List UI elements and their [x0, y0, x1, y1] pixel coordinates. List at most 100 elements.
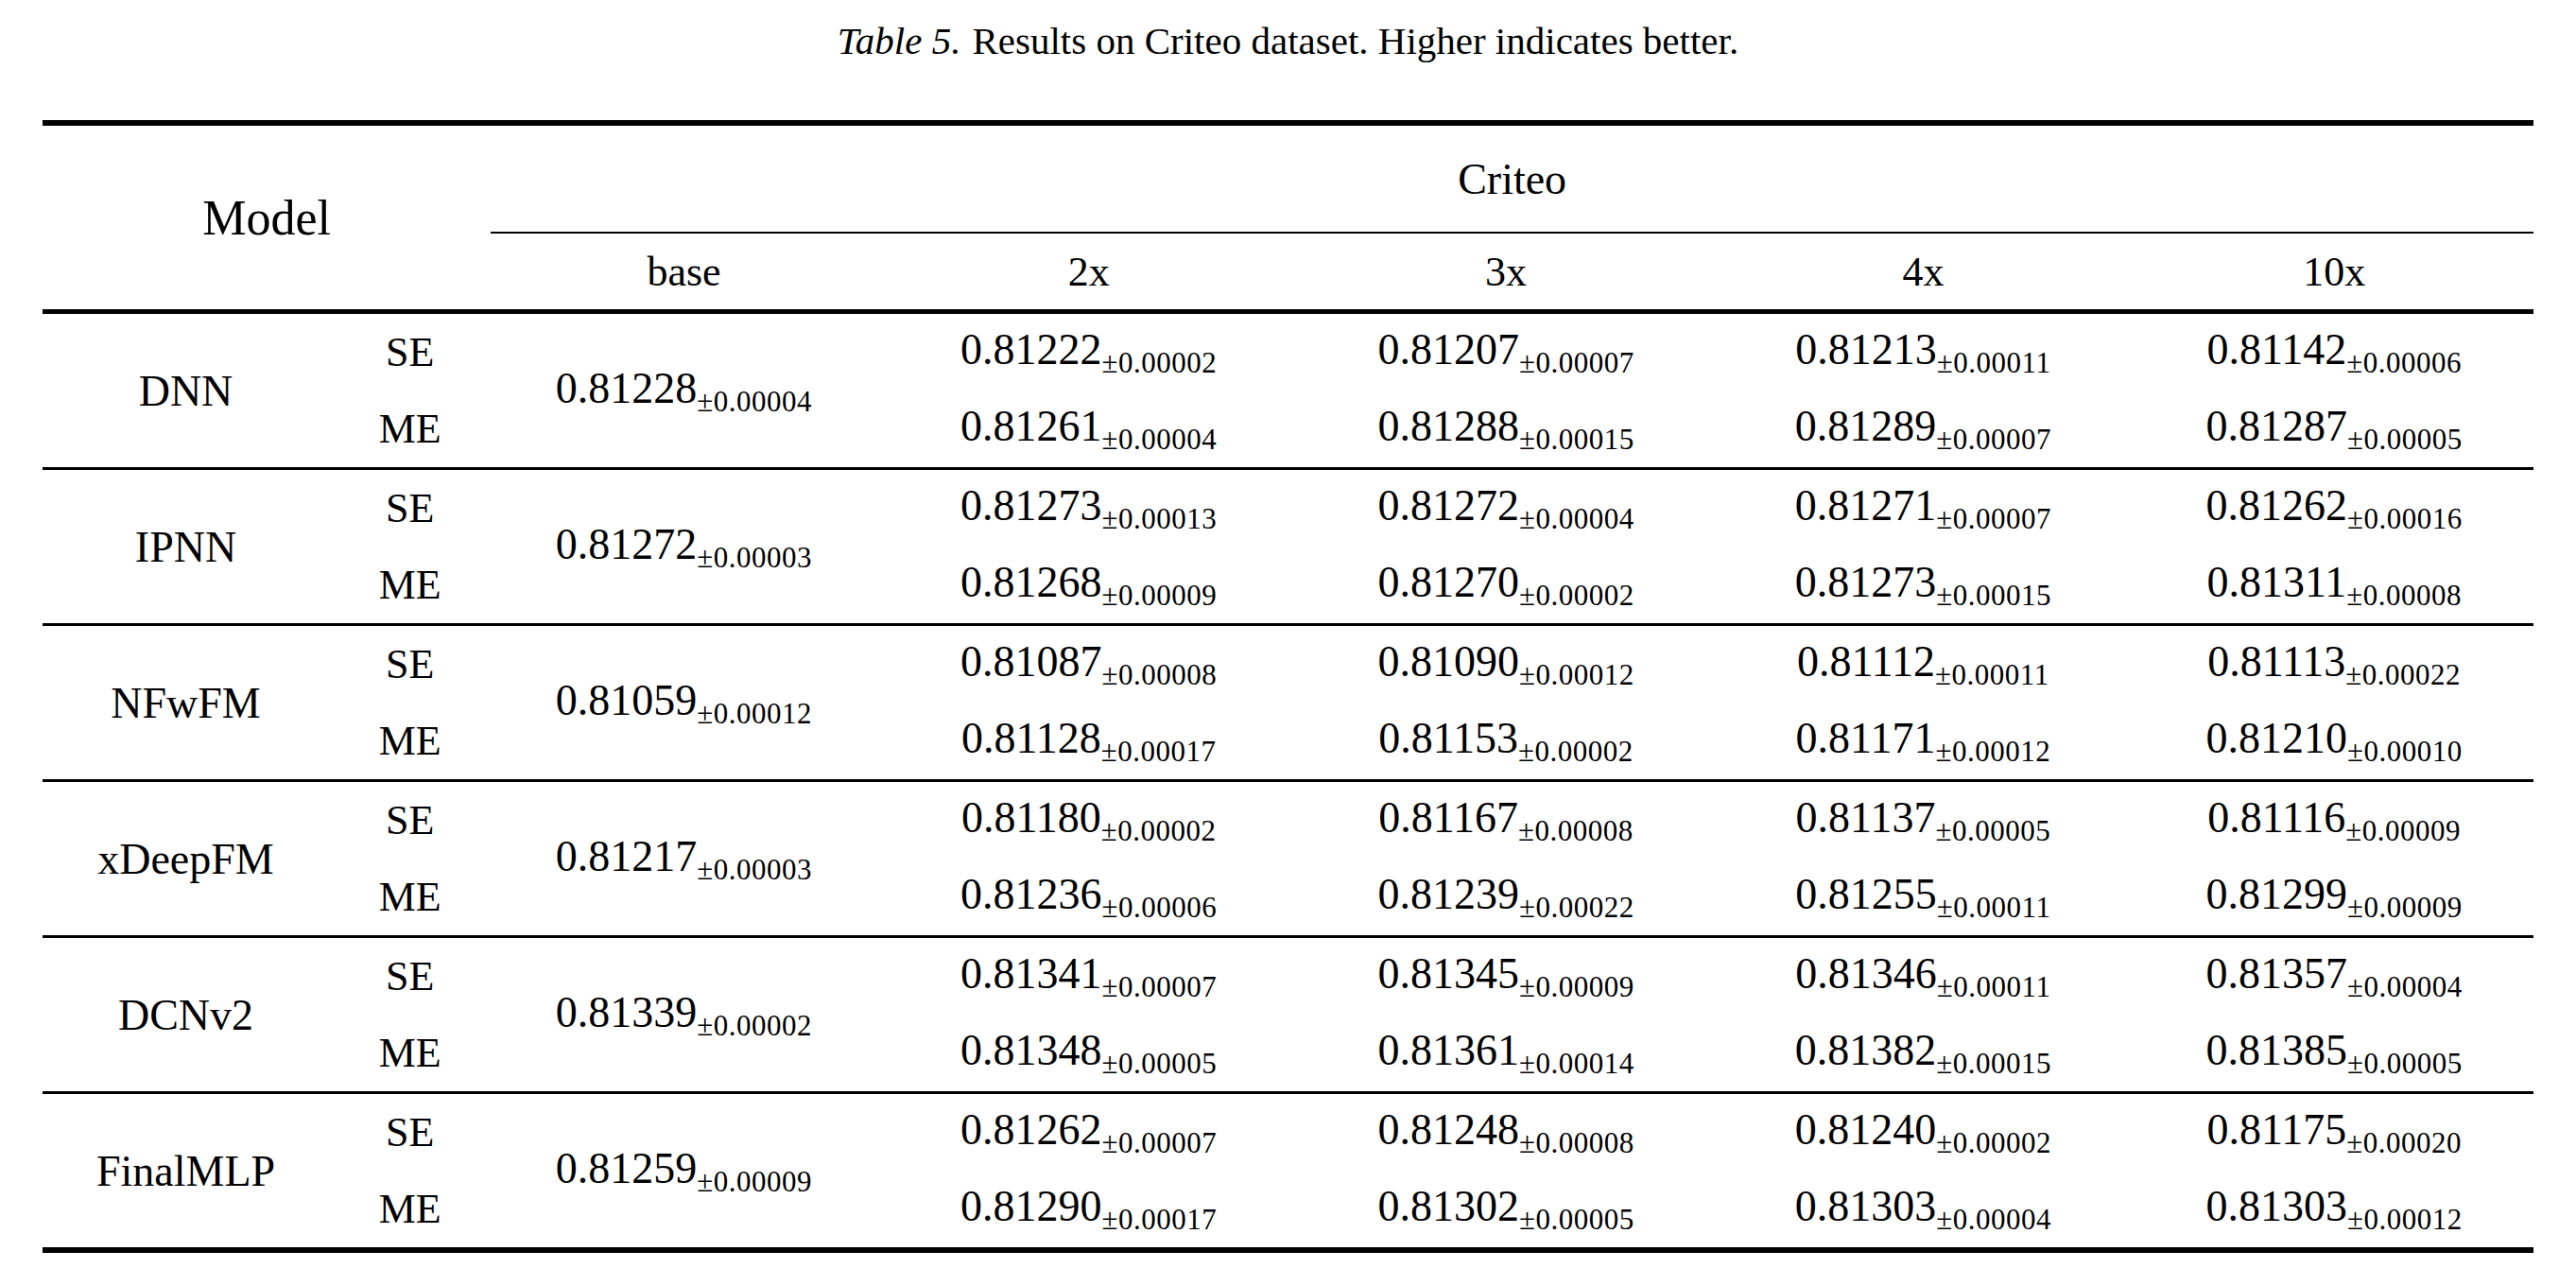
metric-DCNv2-4x-se-value: 0.81346: [1795, 949, 1937, 998]
metric-xDeepFM-4x-me-value: 0.81255: [1795, 870, 1937, 918]
metric-xDeepFM-4x-se-value: 0.81137: [1796, 793, 1936, 842]
metric-DCNv2-2x-se: 0.81341±0.00007: [877, 937, 1301, 1016]
metric-NFwFM-10x-se-stddev: ±0.00022: [2345, 658, 2461, 691]
metric-xDeepFM-4x-me: 0.81255±0.00011: [1711, 859, 2135, 937]
column-header-base: base: [491, 233, 876, 312]
metric-NFwFM-base-value: 0.81059: [556, 676, 698, 724]
metric-IPNN-3x-se-value: 0.81272: [1377, 481, 1519, 530]
metric-NFwFM-4x-me: 0.81171±0.00012: [1711, 703, 2135, 781]
row-DNN-me: ME0.81261±0.000040.81288±0.000150.81289±…: [43, 391, 2533, 469]
row-xDeepFM-me: ME0.81236±0.000060.81239±0.000220.81255±…: [43, 859, 2533, 937]
metric-NFwFM-4x-se: 0.81112±0.00011: [1711, 625, 2135, 704]
metric-NFwFM-10x-me-value: 0.81210: [2206, 714, 2348, 762]
model-group-xDeepFM: xDeepFMSE0.81217±0.000030.81180±0.000020…: [43, 781, 2533, 937]
metric-IPNN-10x-se-stddev: ±0.00016: [2347, 502, 2463, 535]
metric-DCNv2-4x-se-stddev: ±0.00011: [1937, 970, 2051, 1003]
metric-DNN-4x-se-stddev: ±0.00011: [1937, 346, 2051, 379]
metric-FinalMLP-3x-se-stddev: ±0.00008: [1519, 1126, 1634, 1159]
caption-label: Table 5.: [838, 19, 961, 62]
metric-IPNN-4x-se-value: 0.81271: [1795, 481, 1937, 530]
model-name: IPNN: [43, 469, 329, 625]
metric-DCNv2-2x-se-stddev: ±0.00007: [1102, 970, 1218, 1003]
metric-DCNv2-10x-se: 0.81357±0.00004: [2135, 937, 2533, 1016]
model-group-DNN: DNNSE0.81228±0.000040.81222±0.000020.812…: [43, 312, 2533, 469]
metric-NFwFM-10x-me-stddev: ±0.00010: [2347, 735, 2463, 768]
row-xDeepFM-se: xDeepFMSE0.81217±0.000030.81180±0.000020…: [43, 781, 2533, 860]
metric-DNN-2x-me-stddev: ±0.00004: [1102, 423, 1218, 456]
row-NFwFM-me: ME0.81128±0.000170.81153±0.000020.81171±…: [43, 703, 2533, 781]
metric-FinalMLP-3x-me-value: 0.81302: [1377, 1182, 1519, 1230]
column-header-4x: 4x: [1711, 233, 2135, 312]
metric-xDeepFM-10x-se: 0.81116±0.00009: [2135, 781, 2533, 860]
metric-DCNv2-4x-me-stddev: ±0.00015: [1936, 1047, 2051, 1080]
metric-IPNN-10x-me-value: 0.81311: [2206, 558, 2346, 606]
row-DNN-se: DNNSE0.81228±0.000040.81222±0.000020.812…: [43, 312, 2533, 391]
metric-FinalMLP-base-value: 0.81259: [556, 1144, 698, 1192]
metric-FinalMLP-3x-me: 0.81302±0.00005: [1301, 1171, 1712, 1250]
metric-FinalMLP-2x-se: 0.81262±0.00007: [877, 1093, 1301, 1172]
row-FinalMLP-me: ME0.81290±0.000170.81302±0.000050.81303±…: [43, 1171, 2533, 1250]
metric-DCNv2-4x-me: 0.81382±0.00015: [1711, 1015, 2135, 1093]
table-header: Model Criteo base2x3x4x10x: [43, 123, 2533, 312]
metric-IPNN-10x-se-value: 0.81262: [2206, 481, 2348, 530]
model-name: NFwFM: [43, 625, 329, 781]
metric-FinalMLP-4x-se: 0.81240±0.00002: [1711, 1093, 2135, 1172]
metric-DNN-4x-me-value: 0.81289: [1795, 402, 1937, 450]
metric-IPNN-3x-me: 0.81270±0.00002: [1301, 547, 1712, 625]
metric-DCNv2-2x-me-value: 0.81348: [960, 1026, 1102, 1074]
metric-FinalMLP-10x-me-stddev: ±0.00012: [2347, 1203, 2463, 1236]
metric-IPNN-4x-se: 0.81271±0.00007: [1711, 469, 2135, 547]
column-header-3x: 3x: [1301, 233, 1712, 312]
metric-DCNv2-base-value: 0.81339: [556, 988, 698, 1036]
row-NFwFM-se: NFwFMSE0.81059±0.000120.81087±0.000080.8…: [43, 625, 2533, 704]
row-tag-me: ME: [329, 859, 491, 937]
metric-DNN-10x-me-stddev: ±0.00005: [2347, 423, 2463, 456]
metric-DNN-10x-se-stddev: ±0.00006: [2346, 346, 2462, 379]
metric-DCNv2-base: 0.81339±0.00002: [491, 937, 876, 1093]
metric-xDeepFM-3x-me-value: 0.81239: [1377, 870, 1519, 918]
metric-DNN-3x-se-stddev: ±0.00007: [1519, 346, 1634, 379]
metric-FinalMLP-10x-me-value: 0.81303: [2206, 1182, 2348, 1230]
model-name: xDeepFM: [43, 781, 329, 937]
metric-IPNN-3x-me-stddev: ±0.00002: [1519, 579, 1634, 612]
metric-DNN-10x-se: 0.81142±0.00006: [2135, 312, 2533, 391]
metric-xDeepFM-2x-se: 0.81180±0.00002: [877, 781, 1301, 860]
metric-DNN-3x-se-value: 0.81207: [1377, 325, 1519, 374]
metric-DNN-2x-se-stddev: ±0.00002: [1102, 346, 1218, 379]
metric-NFwFM-2x-se-value: 0.81087: [960, 637, 1102, 686]
metric-DCNv2-3x-me-stddev: ±0.00014: [1519, 1047, 1634, 1080]
column-header-2x: 2x: [877, 233, 1301, 312]
metric-DCNv2-3x-se-stddev: ±0.00009: [1519, 970, 1634, 1003]
metric-xDeepFM-10x-me-value: 0.81299: [2206, 870, 2348, 918]
metric-xDeepFM-2x-se-stddev: ±0.00002: [1101, 814, 1217, 847]
metric-NFwFM-4x-me-value: 0.81171: [1796, 714, 1936, 762]
metric-NFwFM-10x-me: 0.81210±0.00010: [2135, 703, 2533, 781]
metric-xDeepFM-base-value: 0.81217: [556, 832, 698, 880]
table-caption: Table 5.Results on Criteo dataset. Highe…: [0, 19, 2576, 63]
metric-FinalMLP-2x-se-stddev: ±0.00007: [1102, 1126, 1218, 1159]
metric-DCNv2-3x-me-value: 0.81361: [1377, 1026, 1519, 1074]
metric-DNN-3x-se: 0.81207±0.00007: [1301, 312, 1712, 391]
metric-xDeepFM-base-stddev: ±0.00003: [697, 853, 812, 886]
metric-xDeepFM-3x-se-value: 0.81167: [1378, 793, 1518, 842]
metric-DCNv2-3x-me: 0.81361±0.00014: [1301, 1015, 1712, 1093]
metric-IPNN-10x-se: 0.81262±0.00016: [2135, 469, 2533, 547]
metric-IPNN-3x-se: 0.81272±0.00004: [1301, 469, 1712, 547]
row-DCNv2-me: ME0.81348±0.000050.81361±0.000140.81382±…: [43, 1015, 2533, 1093]
model-name: DNN: [43, 312, 329, 469]
metric-FinalMLP-2x-me-value: 0.81290: [960, 1182, 1102, 1230]
metric-xDeepFM-4x-se: 0.81137±0.00005: [1711, 781, 2135, 860]
metric-IPNN-2x-me-stddev: ±0.00009: [1102, 579, 1218, 612]
metric-DNN-4x-me-stddev: ±0.00007: [1936, 423, 2051, 456]
metric-IPNN-10x-me: 0.81311±0.00008: [2135, 547, 2533, 625]
metric-IPNN-2x-me-value: 0.81268: [960, 558, 1102, 606]
metric-IPNN-4x-se-stddev: ±0.00007: [1936, 502, 2051, 535]
row-tag-me: ME: [329, 1171, 491, 1250]
metric-xDeepFM-10x-me-stddev: ±0.00009: [2347, 891, 2463, 924]
model-name: DCNv2: [43, 937, 329, 1093]
metric-IPNN-4x-me: 0.81273±0.00015: [1711, 547, 2135, 625]
metric-xDeepFM-3x-me: 0.81239±0.00022: [1301, 859, 1712, 937]
metric-FinalMLP-base-stddev: ±0.00009: [697, 1165, 812, 1198]
model-group-FinalMLP: FinalMLPSE0.81259±0.000090.81262±0.00007…: [43, 1093, 2533, 1251]
row-DCNv2-se: DCNv2SE0.81339±0.000020.81341±0.000070.8…: [43, 937, 2533, 1016]
